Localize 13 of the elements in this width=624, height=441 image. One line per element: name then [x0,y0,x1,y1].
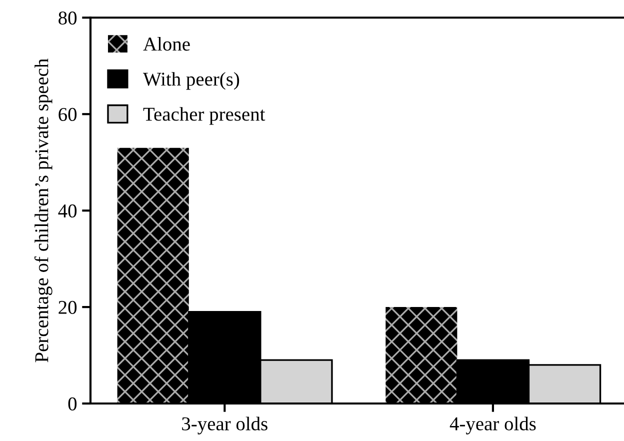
legend-label: Alone [143,37,190,51]
bar [386,307,458,404]
y-axis-title: Percentage of children’s private speech [34,58,52,362]
x-tick-label: 4-year olds [450,416,536,434]
x-tick-label: 3-year olds [182,416,268,434]
legend-label: With peer(s) [143,72,240,90]
y-tick-label: 60 [58,108,77,122]
y-tick-label: 20 [58,300,77,314]
y-tick-label: 40 [58,204,77,218]
y-tick-label: 80 [58,11,77,25]
y-tick-label: 0 [68,397,77,410]
bar [117,148,189,404]
legend-label: Teacher present [143,107,266,125]
